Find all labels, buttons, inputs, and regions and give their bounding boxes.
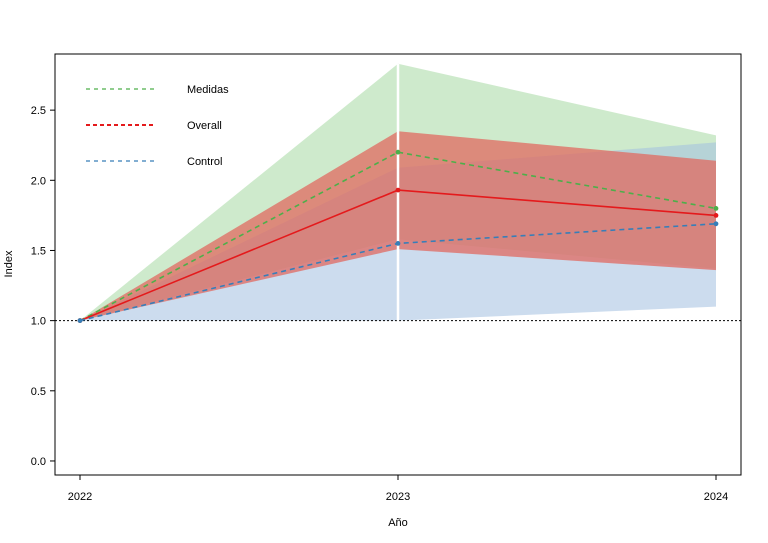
point-control-2024 bbox=[713, 221, 719, 227]
point-medidas-2023 bbox=[395, 149, 401, 155]
y-tick-label: 2.5 bbox=[31, 105, 46, 117]
point-overall-2023 bbox=[395, 187, 401, 193]
legend-label-control: Control bbox=[187, 156, 222, 168]
x-tick-label: 2022 bbox=[68, 491, 92, 503]
y-tick-label: 1.0 bbox=[31, 316, 46, 328]
x-tick-label: 2023 bbox=[386, 491, 410, 503]
y-tick-label: 1.5 bbox=[31, 245, 46, 257]
x-axis: 2022 2023 2024 bbox=[68, 475, 728, 503]
point-control-2023 bbox=[395, 241, 401, 246]
x-tick-label: 2024 bbox=[704, 491, 728, 503]
y-axis-title: Index bbox=[3, 250, 15, 277]
point-medidas-2024 bbox=[713, 206, 719, 211]
y-tick-label: 0.5 bbox=[31, 386, 46, 398]
y-tick-label: 0.0 bbox=[31, 456, 46, 468]
legend-label-medidas: Medidas bbox=[187, 84, 229, 96]
legend-label-overall: Overall bbox=[187, 120, 222, 132]
line-medidas bbox=[79, 151, 717, 322]
y-axis: 0.0 0.5 1.0 1.5 2.0 2.5 bbox=[31, 105, 55, 468]
point-overall-2024 bbox=[713, 213, 719, 218]
series-lines bbox=[77, 149, 719, 323]
point-control-2022 bbox=[77, 318, 83, 323]
legend: Medidas Overall Control bbox=[86, 84, 229, 168]
x-axis-title: Año bbox=[388, 517, 408, 529]
y-tick-label: 2.0 bbox=[31, 175, 46, 187]
